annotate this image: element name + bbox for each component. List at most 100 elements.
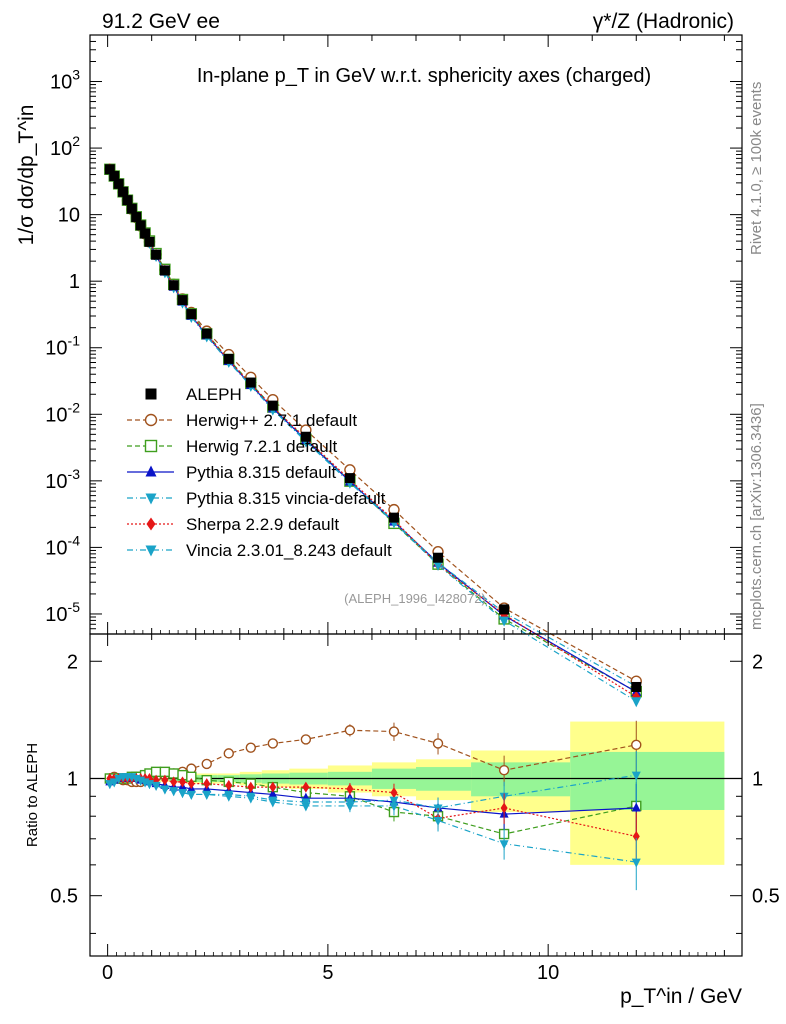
data-point: [631, 739, 642, 751]
data-point: [118, 186, 129, 197]
data-point: [224, 792, 234, 802]
data-point: [223, 353, 234, 364]
mcplots-reference-label: mcplots.cern.ch [arXiv:1306.3436]: [748, 403, 765, 630]
data-point: [161, 774, 169, 786]
data-point: [145, 388, 157, 400]
y-tick-label: 10-5: [45, 599, 80, 626]
data-point: [131, 212, 142, 223]
data-point: [187, 778, 195, 790]
data-point: [390, 787, 398, 799]
y-tick-label: 10-4: [45, 532, 80, 559]
y-tick-label: 102: [50, 133, 80, 160]
ratio-series-vincia-2-3-01-8-243-default: [105, 773, 641, 891]
data-point: [267, 400, 278, 411]
data-point: [300, 734, 312, 745]
data-point: [500, 802, 508, 814]
data-point: [268, 798, 278, 808]
ratio-y-axis-ticks: 0.5 0.5 1 1 2 2: [50, 651, 780, 934]
y-tick-label: 10: [58, 205, 80, 227]
data-point: [499, 616, 510, 627]
legend-label: Herwig 7.2.1 default: [186, 437, 337, 456]
legend-entry: ALEPH: [145, 385, 242, 404]
band-inner: [471, 762, 571, 797]
y-tick-label: 10-3: [45, 466, 80, 493]
data-point: [146, 517, 156, 531]
analysis-id-label: (ALEPH_1996_I428072): [344, 591, 486, 606]
data-point: [145, 493, 157, 505]
series-line: [109, 169, 637, 702]
data-point: [301, 802, 311, 812]
series-line: [109, 169, 637, 693]
data-point: [186, 309, 197, 320]
series-line: [109, 168, 637, 698]
rivet-version-label: Rivet 4.1.0, ≥ 100k events: [748, 82, 765, 255]
ratio-tick-label-right: 1: [752, 768, 763, 790]
data-point: [433, 560, 444, 571]
data-point: [631, 858, 641, 868]
data-point: [631, 802, 641, 812]
y-axis-label: 1/σ dσ/dp_T^in: [15, 105, 38, 246]
data-point: [388, 512, 399, 523]
legend: ALEPH Herwig++ 2.7.1 default Herwig 7.2.1 …: [127, 385, 392, 560]
data-point: [223, 748, 234, 759]
data-point: [499, 840, 509, 850]
legend-label: ALEPH: [186, 385, 242, 404]
data-point: [345, 802, 355, 812]
data-point: [109, 171, 120, 182]
ratio-tick-label-right: 0.5: [752, 886, 780, 908]
main-plot-series: [104, 163, 642, 708]
data-point: [225, 779, 233, 791]
legend-entry: Vincia 2.3.01_8.243 default: [127, 541, 392, 560]
band-inner: [570, 751, 725, 810]
data-point: [144, 236, 155, 247]
data-point: [247, 781, 255, 793]
data-point: [631, 681, 642, 692]
data-point: [168, 280, 179, 291]
data-point: [433, 552, 444, 563]
data-point: [135, 220, 146, 231]
data-point: [126, 203, 137, 214]
data-point: [269, 781, 277, 793]
legend-entry: Herwig++ 2.7.1 default: [127, 411, 357, 430]
data-point: [300, 431, 311, 442]
data-point: [202, 790, 212, 800]
data-point: [159, 265, 170, 276]
y-tick-label: 1: [69, 271, 80, 293]
data-point: [177, 295, 188, 306]
data-point: [144, 780, 154, 790]
data-point: [344, 473, 355, 484]
main-y-axis-ticks: 10-5 10-4 10-3 10-2 10-1 1 10 102 103: [45, 34, 742, 630]
data-point: [144, 439, 158, 453]
data-point: [631, 771, 641, 781]
data-point: [140, 228, 151, 239]
data-point: [104, 164, 115, 175]
data-point: [631, 697, 642, 708]
legend-entry: Sherpa 2.2.9 default: [127, 515, 339, 534]
data-point: [499, 604, 510, 615]
plot-title: In-plane p_T in GeV w.r.t. sphericity ax…: [197, 65, 651, 87]
series-herwig-7-2-1-default: [104, 163, 642, 698]
series-line: [109, 168, 637, 693]
ratio-tick-label-left: 0.5: [50, 886, 78, 908]
data-point: [632, 830, 640, 842]
data-point: [169, 787, 179, 797]
x-tick-label: 0: [102, 962, 113, 984]
legend-entry: Herwig 7.2.1 default: [127, 437, 337, 456]
ratio-tick-label-left: 2: [67, 651, 78, 673]
legend-entry: Pythia 8.315 vincia-default: [127, 489, 386, 508]
data-point: [179, 776, 187, 788]
legend-entry: Pythia 8.315 default: [127, 463, 337, 482]
data-point: [201, 328, 212, 339]
data-point: [151, 781, 161, 791]
legend-label: Herwig++ 2.7.1 default: [186, 411, 357, 430]
data-point: [170, 776, 178, 788]
series-aleph-data: [104, 164, 642, 692]
y-tick-label: 10-2: [45, 399, 80, 426]
energy-label: 91.2 GeV ee: [102, 10, 220, 33]
data-point: [109, 778, 119, 788]
data-point: [144, 413, 158, 427]
ratio-tick-label-left: 1: [67, 768, 78, 790]
x-axis-label: p_T^in / GeV: [620, 985, 742, 1008]
legend-label: Vincia 2.3.01_8.243 default: [186, 541, 392, 560]
